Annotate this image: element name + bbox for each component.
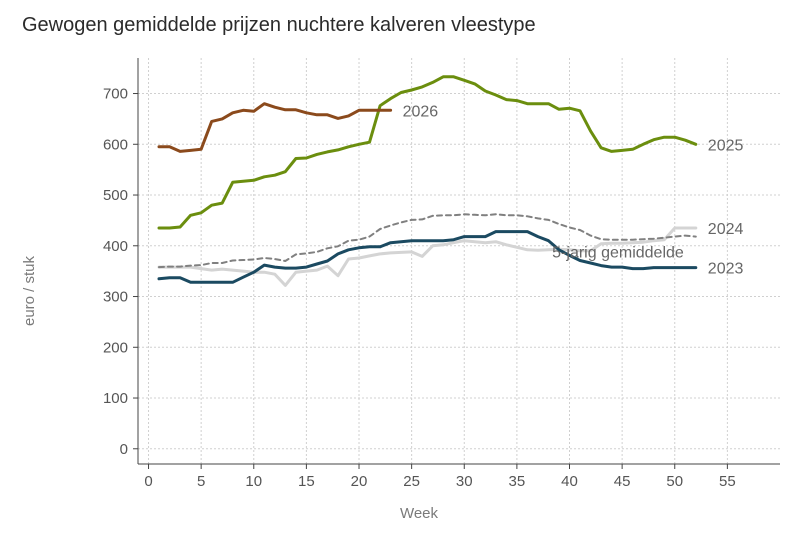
y-tick-label: 600: [103, 136, 128, 153]
series-lines: [157, 75, 698, 287]
x-tick-label: 35: [509, 473, 526, 490]
x-tick-label: 45: [614, 473, 631, 490]
x-axis-title: Week: [400, 505, 439, 522]
axes: 0 5 10 15 20 25 30 35 40 45 50 55010020030040050060…: [103, 58, 780, 490]
x-tick-label: 0: [144, 473, 152, 490]
y-tick-label: 500: [103, 187, 128, 204]
x-tick-label: 5: [197, 473, 205, 490]
y-tick-label: 0: [120, 441, 128, 458]
x-tick-label: 40: [561, 473, 578, 490]
y-tick-label: 700: [103, 86, 128, 103]
chart-title: Gewogen gemiddelde prijzen nuchtere kalv…: [22, 14, 536, 36]
y-tick-label: 200: [103, 339, 128, 356]
series-line-2026: [157, 102, 393, 153]
x-tick-label: 20: [351, 473, 368, 490]
series-label-5-jarig-gemiddelde: 5-jarig gemiddelde: [552, 245, 684, 262]
series-labels: 2024 5-jarig gemiddelde 2023 2025 2026: [403, 103, 744, 277]
x-tick-label: 55: [719, 473, 736, 490]
series-label-2024: 2024: [708, 221, 744, 238]
y-tick-label: 100: [103, 390, 128, 407]
x-tick-label: 30: [456, 473, 473, 490]
x-tick-label: 15: [298, 473, 315, 490]
x-tick-label: 25: [403, 473, 420, 490]
series-label-2026: 2026: [403, 103, 439, 120]
y-tick-label: 300: [103, 289, 128, 306]
y-axis-title: euro / stuk: [21, 255, 38, 326]
x-tick-label: 50: [666, 473, 683, 490]
series-label-2023: 2023: [708, 261, 744, 278]
series-line-2025: [157, 75, 698, 230]
x-tick-label: 10: [245, 473, 262, 490]
series-line-2024: [157, 226, 698, 287]
series-line-2023: [157, 230, 698, 284]
series-line-5-jarig-gemiddelde: [158, 213, 697, 269]
y-tick-label: 400: [103, 238, 128, 255]
grid-lines: [138, 58, 780, 464]
series-label-2025: 2025: [708, 137, 744, 154]
